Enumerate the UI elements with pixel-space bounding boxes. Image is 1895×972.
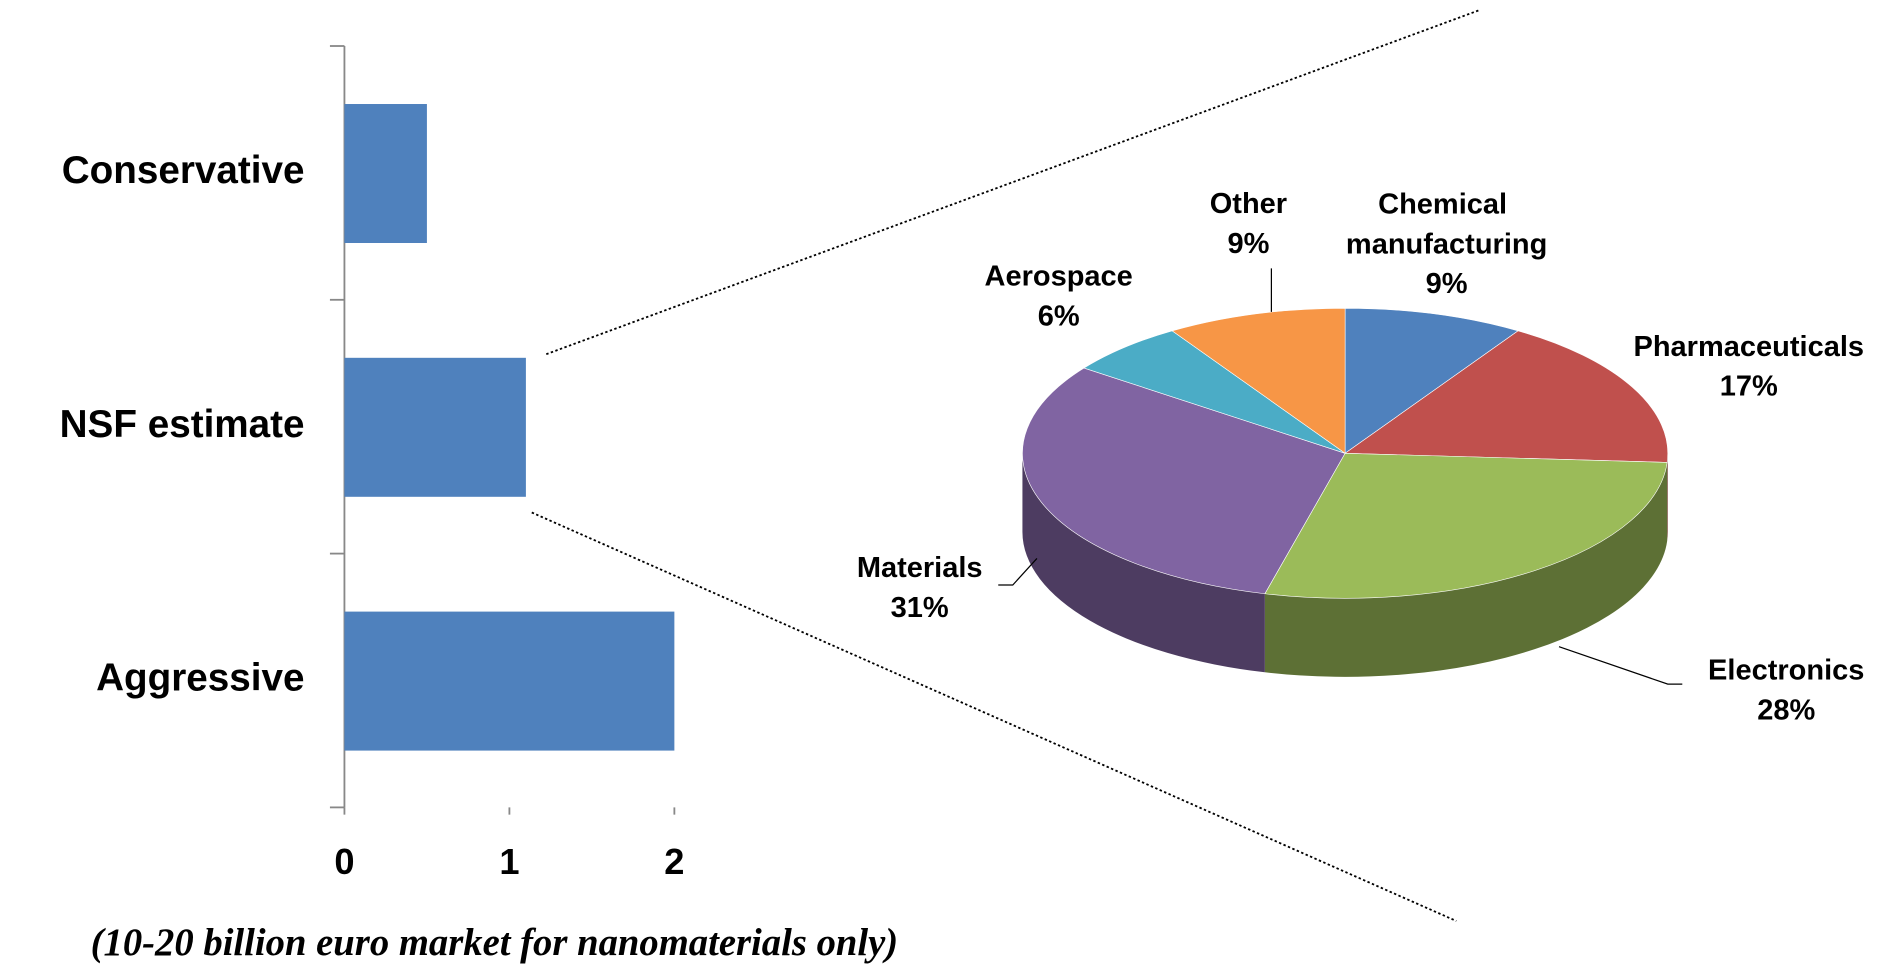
pie-label-line: Chemical bbox=[1378, 188, 1515, 220]
annotation: (10-20 billion euro market for nanomater… bbox=[91, 922, 899, 964]
pie-side bbox=[1264, 462, 1668, 677]
pie-label: Materials bbox=[857, 552, 983, 584]
pie-side bbox=[1022, 453, 1265, 673]
pie-slice bbox=[1022, 367, 1346, 595]
pie-label-line: manufacturing bbox=[1346, 228, 1547, 260]
pie bbox=[1022, 307, 1669, 677]
x-tick-label: 1 bbox=[499, 841, 519, 882]
x-tick-label: 2 bbox=[664, 841, 684, 882]
pie-value-label: 6% bbox=[1038, 301, 1080, 333]
bar bbox=[344, 611, 675, 751]
pie-value-label: 17% bbox=[1720, 371, 1778, 403]
pie-value-label: 28% bbox=[1757, 695, 1815, 727]
pie-label: Pharmaceuticals bbox=[1634, 331, 1865, 363]
pie-value-label: 9% bbox=[1426, 268, 1468, 300]
pie-slice bbox=[1344, 307, 1519, 454]
zoom-line bbox=[545, 8, 1481, 356]
pie-slice bbox=[1264, 452, 1668, 599]
leader-line bbox=[998, 558, 1038, 586]
pie-side bbox=[1667, 453, 1668, 541]
pie-label: Aerospace bbox=[985, 261, 1133, 293]
pie-label: Other bbox=[1210, 188, 1287, 220]
pie-value-label: 31% bbox=[891, 592, 949, 624]
bar bbox=[344, 104, 427, 243]
pie-slice bbox=[1083, 330, 1346, 454]
pie-label: Chemical manufacturing bbox=[1346, 188, 1547, 260]
y-tick-label: Aggressive bbox=[96, 657, 304, 700]
x-tick-label: 0 bbox=[334, 841, 354, 882]
zoom-line bbox=[531, 511, 1457, 922]
pie-slice bbox=[1171, 307, 1346, 454]
pie-slice bbox=[1344, 330, 1669, 463]
pie-value-label: 9% bbox=[1227, 228, 1269, 260]
y-tick-label: Conservative bbox=[62, 149, 305, 192]
y-tick-label: NSF estimate bbox=[60, 403, 305, 446]
pie-label: Electronics bbox=[1708, 655, 1864, 687]
leader-line bbox=[1558, 646, 1683, 685]
bar bbox=[344, 357, 526, 497]
